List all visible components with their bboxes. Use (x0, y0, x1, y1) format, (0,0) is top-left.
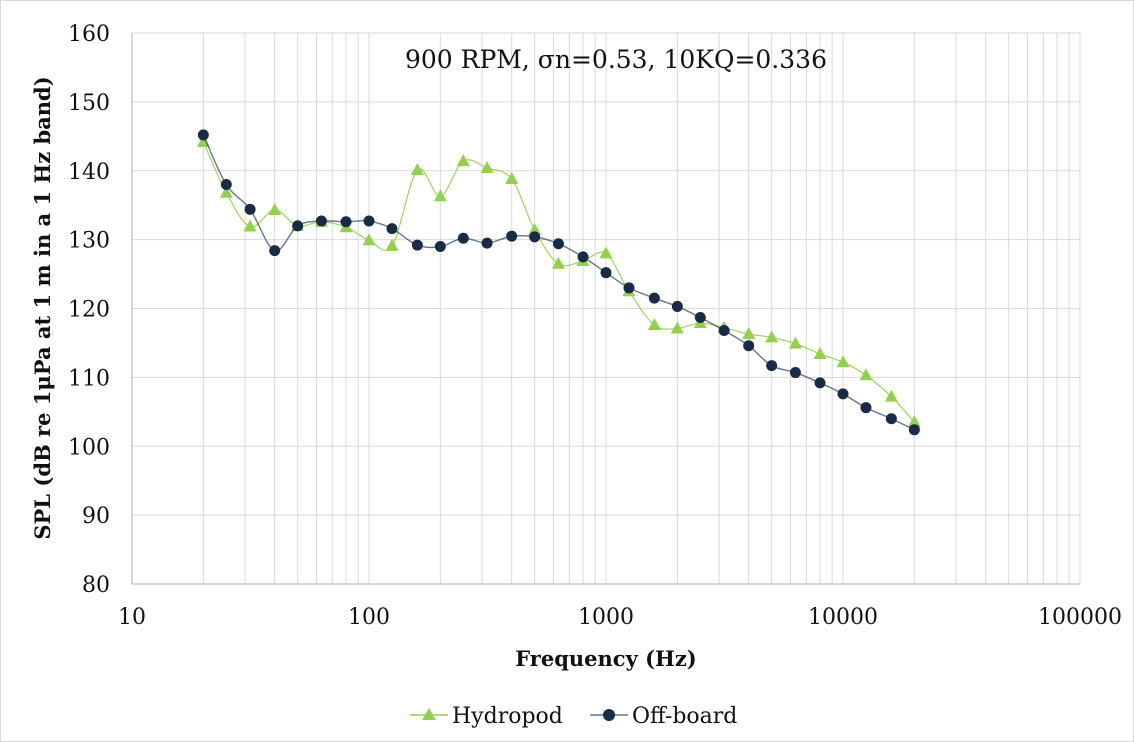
point-hydropod (788, 336, 802, 349)
point-hydropod (410, 163, 424, 176)
point-off-board (340, 216, 352, 228)
point-off-board (506, 230, 518, 242)
point-hydropod (433, 189, 447, 202)
point-off-board (363, 215, 375, 227)
point-hydropod (599, 246, 613, 259)
point-off-board (244, 203, 256, 215)
point-off-board (814, 377, 826, 389)
point-off-board (457, 232, 469, 244)
point-hydropod (505, 172, 519, 185)
y-tick-label: 80 (82, 573, 110, 598)
point-hydropod (647, 318, 661, 331)
point-hydropod (742, 326, 756, 339)
y-tick-label: 130 (68, 229, 110, 254)
point-off-board (908, 424, 920, 436)
point-off-board (220, 179, 232, 191)
legend-entry-off-board: Off-board (590, 704, 737, 729)
point-off-board (623, 282, 635, 294)
point-off-board (600, 267, 612, 279)
x-tick-label: 100000 (1038, 605, 1122, 630)
point-off-board (648, 292, 660, 304)
y-tick-label: 120 (68, 298, 110, 323)
x-tick-label: 1000 (578, 605, 634, 630)
point-off-board (315, 215, 327, 227)
point-off-board (743, 340, 755, 352)
x-axis-title: Frequency (Hz) (515, 646, 696, 671)
point-hydropod (859, 368, 873, 381)
x-tick-label: 100 (348, 605, 390, 630)
grid-lines (131, 32, 1081, 585)
y-tick-label: 110 (68, 366, 110, 391)
point-hydropod (528, 222, 542, 235)
y-tick-label: 100 (68, 435, 110, 460)
point-hydropod (907, 415, 921, 428)
point-hydropod (670, 321, 684, 334)
y-tick-label: 150 (68, 91, 110, 116)
point-hydropod (836, 355, 850, 368)
data-series (196, 129, 921, 436)
point-hydropod (362, 233, 376, 246)
point-hydropod (480, 160, 494, 173)
legend-marker-off-board (603, 709, 615, 721)
point-off-board (694, 311, 706, 323)
legend-entry-hydropod: Hydropod (410, 704, 563, 729)
point-off-board (860, 402, 872, 414)
point-off-board (481, 237, 493, 249)
point-off-board (837, 388, 849, 400)
y-tick-label: 140 (68, 160, 110, 185)
x-tick-label: 10 (118, 605, 146, 630)
y-tick-label: 90 (82, 504, 110, 529)
point-off-board (718, 325, 730, 337)
point-hydropod (551, 256, 565, 269)
x-tick-label: 10000 (808, 605, 878, 630)
point-hydropod (813, 346, 827, 359)
legend-marker-hydropod (422, 708, 436, 720)
point-hydropod (456, 154, 470, 167)
point-hydropod (385, 238, 399, 251)
series-hydropod (196, 134, 921, 428)
legend-label-hydropod: Hydropod (452, 704, 563, 729)
point-hydropod (219, 185, 233, 198)
point-off-board (577, 251, 589, 263)
point-hydropod (243, 219, 257, 232)
point-off-board (386, 223, 398, 235)
series-line-hydropod (202, 141, 915, 423)
point-off-board (671, 300, 683, 312)
point-off-board (411, 239, 423, 251)
point-off-board (197, 129, 209, 141)
axes: 10 100 1000 10000 100000 80 90 100 110 120 130 140 1… (68, 22, 1122, 630)
legend-label-off-board: Off-board (632, 704, 737, 729)
point-off-board (269, 245, 281, 257)
y-axis-title: SPL (dB re 1μPa at 1 m in a 1 Hz band) (30, 76, 55, 539)
point-off-board (885, 413, 897, 425)
point-off-board (552, 238, 564, 250)
series-off-board (197, 129, 920, 436)
point-hydropod (765, 330, 779, 343)
point-off-board (529, 231, 541, 243)
series-line-off-board (202, 134, 915, 431)
point-hydropod (268, 203, 282, 216)
point-hydropod (884, 389, 898, 402)
legend: Hydropod Off-board (410, 704, 737, 729)
point-off-board (292, 220, 304, 232)
point-off-board (789, 367, 801, 379)
point-off-board (434, 241, 446, 253)
chart-title: 900 RPM, σn=0.53, 10KQ=0.336 (405, 45, 827, 74)
point-off-board (766, 360, 778, 372)
y-tick-label: 160 (68, 22, 110, 47)
